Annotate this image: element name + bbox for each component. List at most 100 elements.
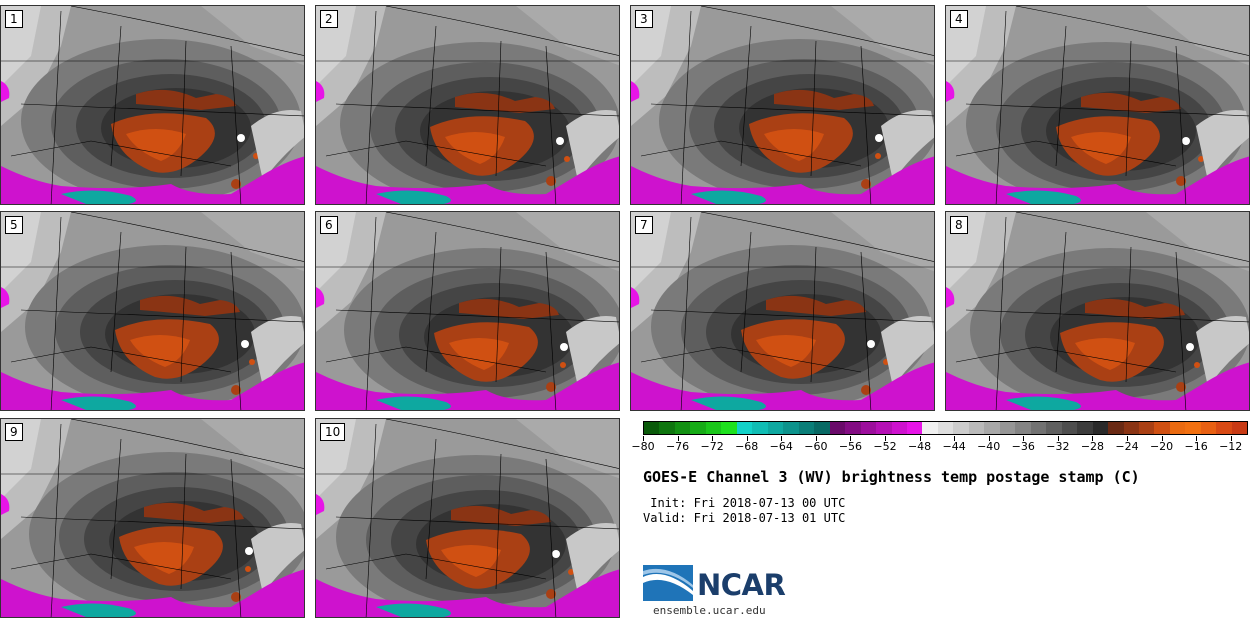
colorbar-cell (1139, 422, 1155, 434)
colorbar-tick (1196, 436, 1198, 441)
colorbar-cell (845, 422, 861, 434)
colorbar-cell (1185, 422, 1201, 434)
panel-number: 1 (5, 10, 23, 28)
colorbar-cell (1092, 422, 1109, 434)
colorbar-tick (885, 436, 886, 441)
colorbar-cell (1030, 422, 1047, 434)
colorbar-cell (1200, 422, 1217, 434)
colorbar-cell (1061, 422, 1078, 434)
colorbar-tick-label: −72 (700, 440, 724, 453)
colorbar-tick-label: −52 (873, 440, 897, 453)
colorbar-cell (721, 422, 737, 434)
panel-number: 3 (635, 10, 653, 28)
map-panel-7: 7 (630, 211, 935, 411)
colorbar-cell (937, 422, 954, 434)
colorbar-tick (1092, 436, 1094, 441)
colorbar-tick-label: −48 (907, 440, 932, 453)
colorbar-tick-label: −76 (665, 440, 690, 453)
colorbar-tick (1023, 436, 1025, 441)
colorbar-tick-label: −60 (804, 440, 828, 453)
colorbar-tick (746, 436, 748, 441)
colorbar-cell (891, 422, 907, 434)
colorbar-tick (712, 436, 714, 441)
colorbar-cell (674, 422, 691, 434)
water-vapor-map (1, 212, 304, 410)
colorbar-cell (860, 422, 877, 434)
colorbar-cell (736, 422, 753, 434)
colorbar-cell (984, 422, 1000, 434)
colorbar-cell (752, 422, 768, 434)
colorbar-cell (1154, 422, 1170, 434)
logo-text: NCAR (697, 568, 786, 602)
water-vapor-map (946, 6, 1249, 204)
colorbar-tick-label: −64 (769, 440, 793, 453)
colorbar-cell (953, 422, 969, 434)
valid-time: Valid: Fri 2018-07-13 01 UTC (643, 511, 846, 525)
map-panel-6: 6 (315, 211, 620, 411)
colorbar-ticks: −80 −76 −72 −68 −64 −60 −56 −52 −48 −44 −40 −36 −32−… (631, 436, 1248, 456)
colorbar-tick-label: −32 (1046, 440, 1070, 453)
colorbar-cell (999, 422, 1016, 434)
colorbar (643, 421, 1248, 435)
panel-number: 4 (950, 10, 968, 28)
map-panel-9: 9 (0, 418, 305, 618)
colorbar-tick (1230, 436, 1232, 441)
water-vapor-map (631, 212, 934, 410)
colorbar-tick-label: −28 (1080, 440, 1105, 453)
water-vapor-map (316, 419, 619, 617)
colorbar-tick (919, 436, 921, 441)
water-vapor-map (631, 6, 934, 204)
colorbar-tick (954, 436, 956, 441)
panel-number: 8 (950, 216, 968, 234)
colorbar-tick (850, 436, 852, 441)
colorbar-cell (690, 422, 706, 434)
panel-number: 9 (5, 423, 23, 441)
colorbar-tick (781, 436, 783, 441)
colorbar-tick (1057, 436, 1059, 441)
colorbar-tick-label: −44 (942, 440, 966, 453)
colorbar-tick (643, 436, 644, 441)
colorbar-cell (705, 422, 722, 434)
init-time: Init: Fri 2018-07-13 00 UTC (643, 496, 846, 510)
water-vapor-map (1, 419, 304, 617)
panel-number: 6 (320, 216, 338, 234)
colorbar-tick (988, 436, 990, 441)
colorbar-cell (1169, 422, 1186, 434)
chart-title: GOES-E Channel 3 (WV) brightness temp po… (643, 468, 1140, 486)
colorbar-cell (1046, 422, 1062, 434)
colorbar-tick-label: −40 (977, 440, 1001, 453)
colorbar-tick-label: −56 (838, 440, 863, 453)
colorbar-cell (922, 422, 938, 434)
map-panel-3: 3 (630, 5, 935, 205)
map-panel-2: 2 (315, 5, 620, 205)
water-vapor-map (1, 6, 304, 204)
colorbar-tick-label: −12 (1219, 440, 1243, 453)
colorbar-cell (1123, 422, 1139, 434)
colorbar-tick-label: −68 (735, 440, 759, 453)
colorbar-cell (659, 422, 675, 434)
colorbar-cell (644, 422, 660, 434)
panel-number: 7 (635, 216, 653, 234)
panel-number: 5 (5, 216, 23, 234)
colorbar-cell (1015, 422, 1031, 434)
colorbar-cell (876, 422, 892, 434)
colorbar-tick (1127, 436, 1128, 441)
colorbar-cell (829, 422, 846, 434)
colorbar-cell (1231, 422, 1248, 434)
colorbar-tick (1161, 436, 1163, 441)
colorbar-cell (968, 422, 985, 434)
colorbar-cell (783, 422, 799, 434)
colorbar-cell (1108, 422, 1124, 434)
colorbar-tick-label: −20 (1149, 440, 1174, 453)
colorbar-tick-label: −24 (1115, 440, 1139, 453)
map-panel-10: 10 (315, 418, 620, 618)
water-vapor-map (316, 212, 619, 410)
panel-number: 2 (320, 10, 338, 28)
colorbar-cell (798, 422, 815, 434)
colorbar-cell (906, 422, 923, 434)
colorbar-tick-label: −36 (1011, 440, 1035, 453)
site-url: ensemble.ucar.edu (653, 604, 766, 617)
water-vapor-map (316, 6, 619, 204)
map-panel-1: 1 (0, 5, 305, 205)
colorbar-cell (1077, 422, 1093, 434)
